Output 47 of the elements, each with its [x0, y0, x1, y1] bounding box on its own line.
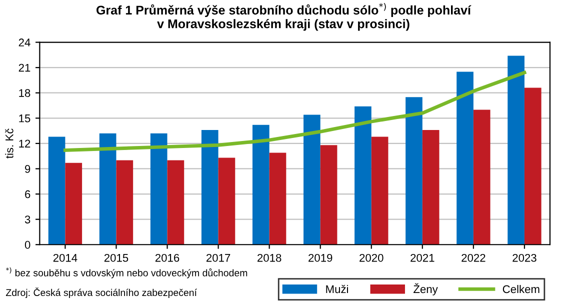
bar: [422, 130, 440, 245]
line-series: [63, 70, 526, 152]
bar: [252, 124, 270, 245]
legend-label: Celkem: [502, 284, 540, 294]
x-tick-label: 2019: [308, 254, 332, 262]
y-tick-label: 3: [24, 216, 30, 224]
x-tick-label: 2016: [155, 254, 180, 262]
bar: [456, 72, 474, 245]
bar: [508, 56, 524, 245]
y-tick-label: 21: [18, 64, 30, 72]
legend-label: Muži: [326, 284, 348, 294]
y-tick-label: 15: [19, 114, 30, 122]
bar: [99, 133, 116, 245]
bar: [406, 97, 422, 245]
y-axis-title: tis. Kč: [5, 128, 14, 158]
bar: [150, 133, 168, 245]
bar: [320, 145, 338, 245]
x-tick-label: 2014: [53, 254, 78, 262]
x-tick-label: 2021: [410, 254, 434, 262]
x-tick-label: 2017: [206, 254, 230, 262]
bar: [65, 162, 82, 245]
bar: [201, 130, 218, 245]
bar: [473, 110, 490, 245]
y-tick-label: 18: [19, 89, 30, 97]
bar: [116, 160, 134, 245]
x-tick-label: 2023: [512, 254, 536, 262]
legend-label: Ženy: [414, 283, 438, 296]
bar: [304, 114, 320, 245]
x-tick-label: 2018: [258, 254, 282, 262]
bar: [269, 152, 286, 245]
chart-title: Graf 1 Průměrná výše starobního důchodu sólo$^{*)}$ podle pohlaví v Moravskoslezském kraji (stav v prosinci): [96, 3, 472, 31]
bar: [371, 136, 388, 245]
y-tick-label: 24: [18, 38, 30, 46]
y-tick-label: 0: [24, 240, 30, 249]
x-tick-label: 2015: [104, 254, 128, 262]
text: $^{*)}$ bez souběhu s vdovským nebo vdoveckým důchodem: [6, 267, 248, 278]
x-tick-label: 2020: [360, 254, 384, 262]
bar: [48, 136, 66, 245]
y-tick-label: 9: [25, 165, 30, 173]
bar: [167, 160, 184, 245]
bar: [524, 88, 542, 245]
y-tick-label: 6: [25, 190, 30, 198]
y-tick-label: 12: [19, 140, 30, 148]
bar: [354, 106, 372, 245]
text: Zdroj: Česká správa sociálního zabezpečení: [6, 287, 197, 298]
x-tick-label: 2022: [462, 254, 486, 262]
bar: [218, 158, 236, 245]
